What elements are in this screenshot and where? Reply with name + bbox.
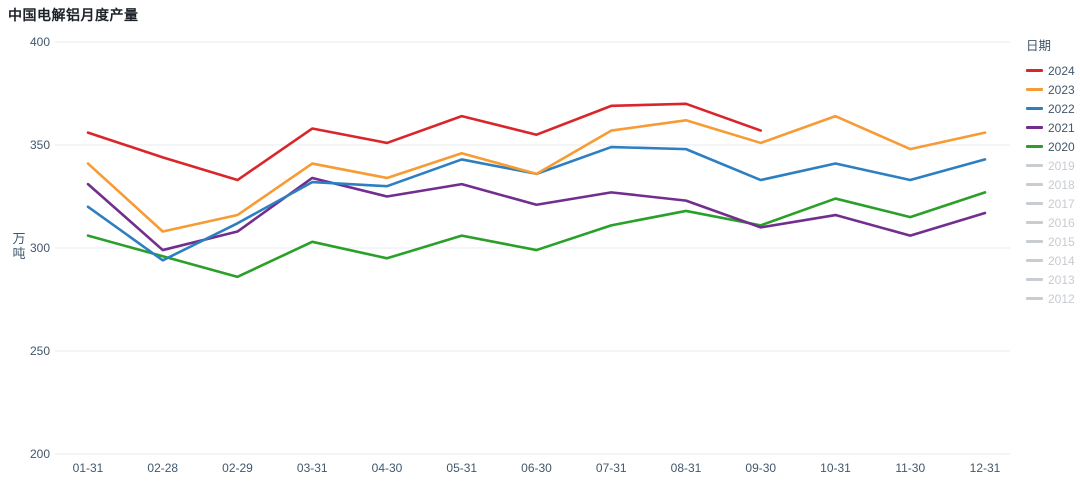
legend-item-2020[interactable]: 2020: [1026, 137, 1080, 156]
legend-item-2024[interactable]: 2024: [1026, 61, 1080, 80]
legend-swatch: [1026, 202, 1043, 205]
legend-item-2017[interactable]: 2017: [1026, 194, 1080, 213]
legend-item-2021[interactable]: 2021: [1026, 118, 1080, 137]
chart-title: 中国电解铝月度产量: [8, 7, 139, 23]
legend-swatch: [1026, 278, 1043, 281]
x-tick-label: 05-31: [446, 461, 478, 475]
x-tick-label: 02-29: [222, 461, 253, 475]
y-tick-label: 350: [29, 138, 50, 152]
legend-swatch: [1026, 221, 1043, 224]
legend-item-2022[interactable]: 2022: [1026, 99, 1080, 118]
legend-swatch: [1026, 183, 1043, 186]
legend-swatch: [1026, 145, 1043, 148]
legend-item-2023[interactable]: 2023: [1026, 80, 1080, 99]
y-tick-label: 300: [29, 241, 50, 255]
legend-swatch: [1026, 69, 1043, 72]
x-tick-label: 07-31: [595, 461, 627, 475]
legend-label: 2022: [1048, 101, 1075, 116]
legend-label: 2014: [1048, 253, 1075, 268]
legend-label: 2013: [1048, 272, 1075, 287]
series-line-2024: [86, 102, 763, 182]
legend-item-2013[interactable]: 2013: [1026, 270, 1080, 289]
legend-swatch: [1026, 164, 1043, 167]
legend-label: 2012: [1048, 291, 1075, 306]
x-tick-label: 12-31: [969, 461, 1001, 475]
x-tick-label: 04-30: [371, 461, 403, 475]
x-tick-label: 03-31: [296, 461, 328, 475]
y-tick-label: 400: [29, 35, 50, 49]
legend-label: 2024: [1048, 63, 1075, 78]
legend-swatch: [1026, 88, 1043, 91]
x-tick-label: 10-31: [820, 461, 851, 475]
legend-label: 2019: [1048, 158, 1075, 173]
legend-swatch: [1026, 126, 1043, 129]
x-tick-label: 11-30: [895, 461, 926, 475]
legend-label: 2023: [1048, 82, 1075, 97]
x-tick-label: 06-30: [521, 461, 552, 475]
legend-label: 2015: [1048, 234, 1075, 249]
legend-swatch: [1026, 107, 1043, 110]
legend-swatch: [1026, 297, 1043, 300]
legend-item-2014[interactable]: 2014: [1026, 251, 1080, 270]
y-tick-label: 250: [29, 344, 50, 358]
legend-label: 2017: [1048, 196, 1075, 211]
legend-swatch: [1026, 240, 1043, 243]
legend-item-2019[interactable]: 2019: [1026, 156, 1080, 175]
legend-item-2016[interactable]: 2016: [1026, 213, 1080, 232]
y-axis-title: 万吨: [12, 231, 26, 261]
x-tick-label: 01-31: [72, 461, 104, 475]
legend: 日期 2024 2023 2022 2021 2020 2019 2018 2017 2016 2…: [1026, 35, 1080, 308]
series-line-2023: [86, 114, 987, 233]
legend-item-2015[interactable]: 2015: [1026, 232, 1080, 251]
legend-item-2012[interactable]: 2012: [1026, 289, 1080, 308]
legend-items: 2024 2023 2022 2021 2020 2019 2018 2017 2016 2015…: [1026, 61, 1080, 308]
legend-title: 日期: [1026, 39, 1052, 53]
x-tick-label: 02-28: [147, 461, 179, 475]
x-tick-label: 08-31: [670, 461, 702, 475]
x-tick-label: 09-30: [745, 461, 777, 475]
legend-swatch: [1026, 259, 1043, 262]
series-line-2021: [86, 176, 987, 252]
legend-label: 2021: [1048, 120, 1075, 135]
legend-item-2018[interactable]: 2018: [1026, 175, 1080, 194]
legend-label: 2016: [1048, 215, 1075, 230]
series-line-2020: [86, 191, 987, 279]
legend-label: 2020: [1048, 139, 1075, 154]
legend-label: 2018: [1048, 177, 1075, 192]
y-tick-label: 200: [29, 447, 50, 461]
